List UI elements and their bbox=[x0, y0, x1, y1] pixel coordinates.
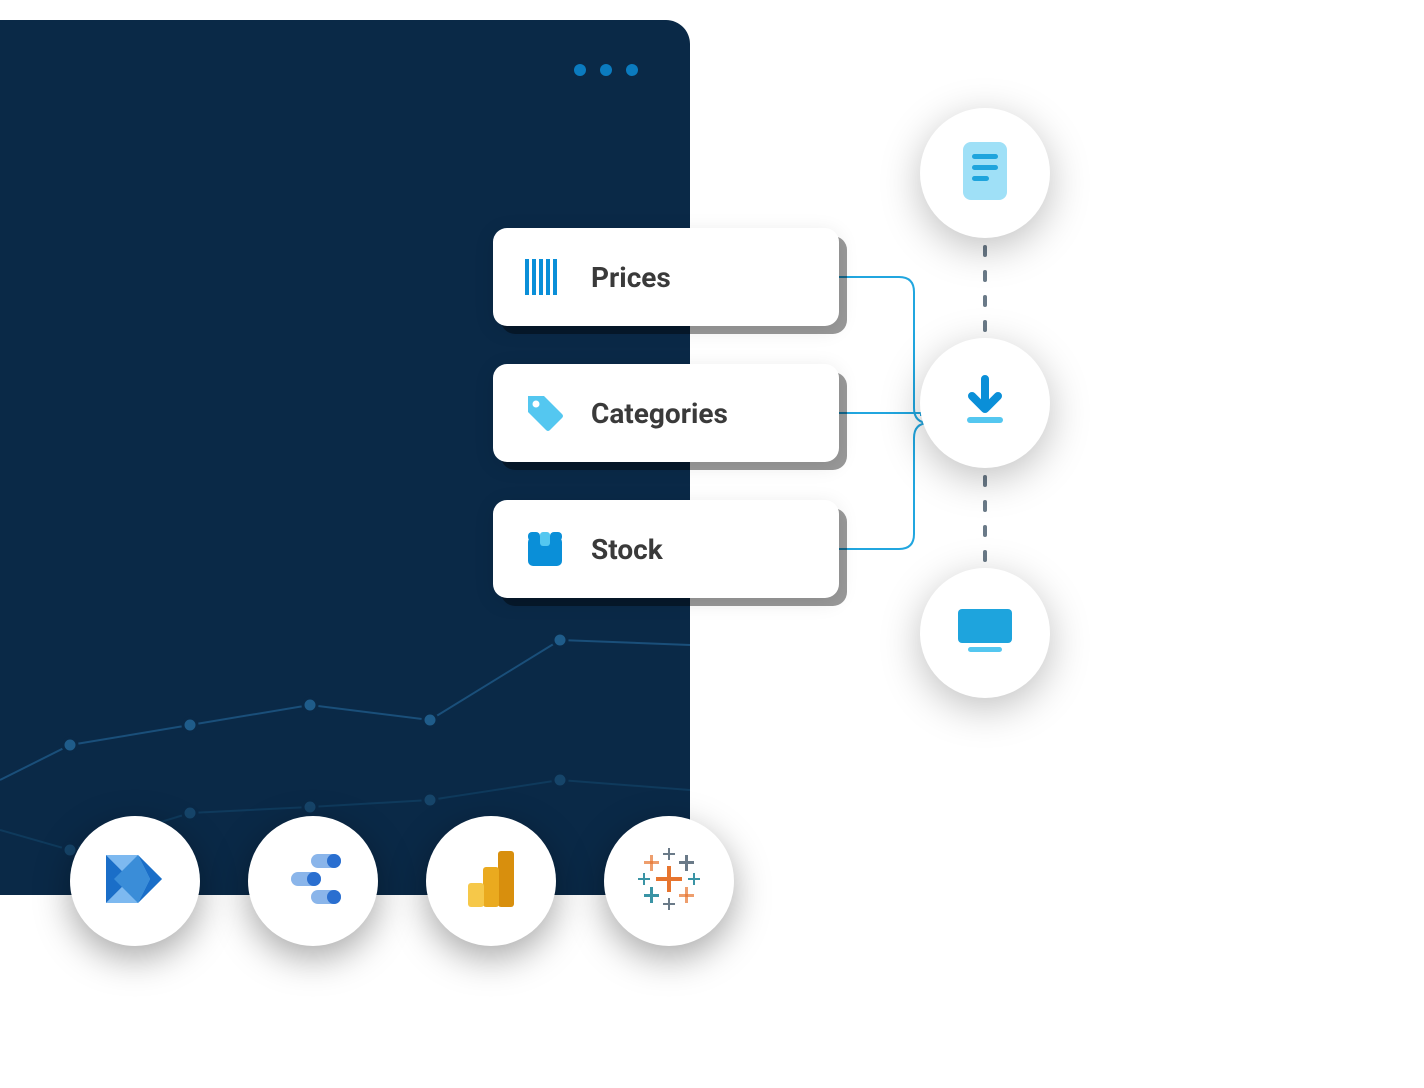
data-cards-group: Prices Categories Stock bbox=[493, 228, 839, 598]
diagram-canvas: Prices Categories Stock bbox=[0, 0, 1424, 1088]
tool-data-studio[interactable] bbox=[248, 816, 378, 946]
card-label: Categories bbox=[591, 397, 728, 430]
power-automate-icon bbox=[100, 849, 170, 913]
integration-tools-row bbox=[70, 816, 734, 946]
workflow-node-display[interactable] bbox=[920, 568, 1050, 698]
barcode-icon bbox=[523, 255, 567, 299]
tool-tableau[interactable] bbox=[604, 816, 734, 946]
workflow-column bbox=[920, 108, 1050, 698]
data-studio-icon bbox=[281, 852, 345, 910]
card-label: Stock bbox=[591, 533, 663, 566]
window-dot-icon bbox=[600, 64, 612, 76]
workflow-node-download[interactable] bbox=[920, 338, 1050, 468]
tag-icon bbox=[523, 391, 567, 435]
download-icon bbox=[957, 373, 1013, 433]
dotted-connector bbox=[984, 238, 987, 338]
card-label: Prices bbox=[591, 261, 671, 294]
document-icon bbox=[959, 140, 1011, 206]
card-stock[interactable]: Stock bbox=[493, 500, 839, 598]
power-bi-icon bbox=[464, 847, 518, 915]
tool-power-bi[interactable] bbox=[426, 816, 556, 946]
box-icon bbox=[523, 527, 567, 571]
window-dot-icon bbox=[574, 64, 586, 76]
window-controls bbox=[574, 64, 638, 76]
tableau-icon bbox=[636, 846, 702, 916]
tool-power-automate[interactable] bbox=[70, 816, 200, 946]
card-categories[interactable]: Categories bbox=[493, 364, 839, 462]
window-dot-icon bbox=[626, 64, 638, 76]
card-prices[interactable]: Prices bbox=[493, 228, 839, 326]
monitor-icon bbox=[954, 605, 1016, 661]
workflow-node-source[interactable] bbox=[920, 108, 1050, 238]
dotted-connector bbox=[984, 468, 987, 568]
